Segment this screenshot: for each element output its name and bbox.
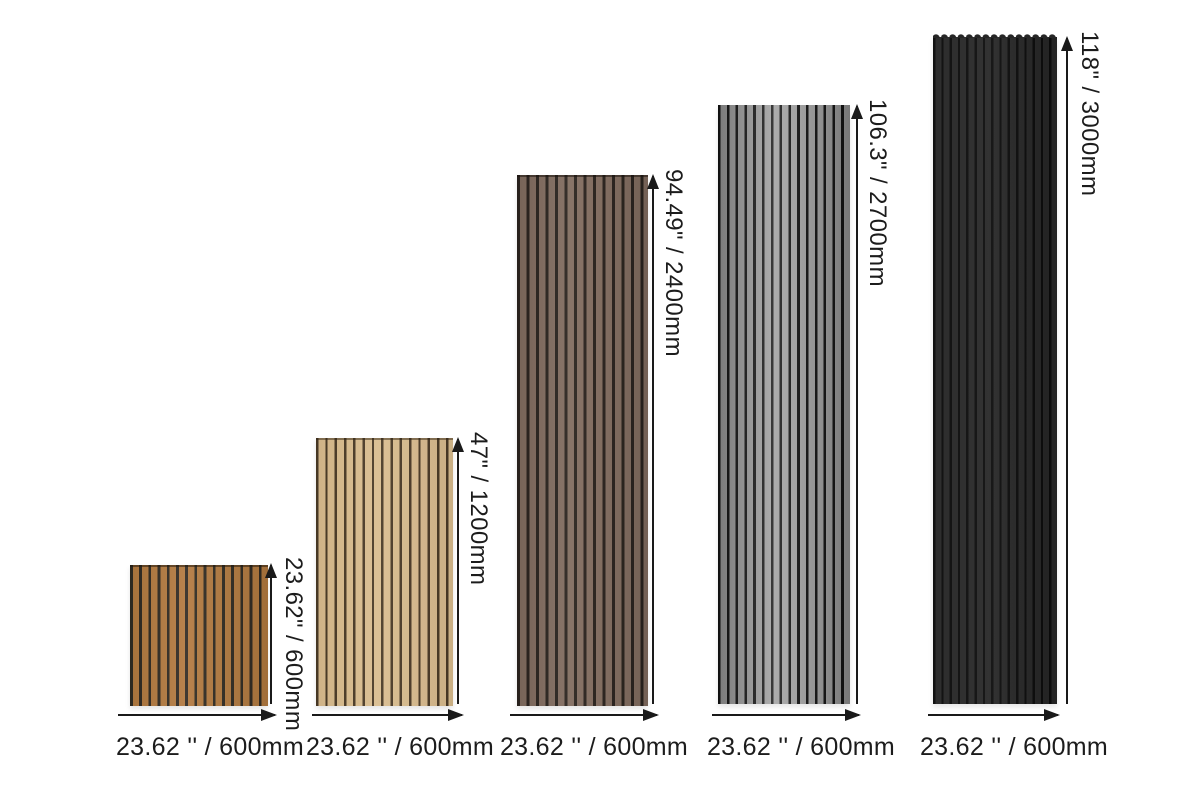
- panel-swatch-light-oak: [316, 438, 453, 706]
- width-label: 23.62 '' / 600mm: [919, 733, 1109, 761]
- height-arrow: [1066, 38, 1068, 704]
- height-arrow: [457, 439, 459, 704]
- panel-swatch-black: [933, 33, 1057, 704]
- height-arrow: [270, 565, 272, 704]
- panel-swatch-grey: [718, 105, 850, 704]
- height-label: 118" / 3000mm: [1076, 31, 1103, 197]
- height-label: 23.62" / 600mm: [280, 557, 307, 732]
- height-label: 47" / 1200mm: [465, 432, 492, 586]
- width-label: 23.62 '' / 600mm: [706, 733, 896, 761]
- height-label: 106.3" / 2700mm: [864, 99, 891, 287]
- width-arrow: [928, 714, 1058, 716]
- height-arrow: [856, 106, 858, 704]
- panel-swatch-teak: [130, 565, 268, 706]
- width-label: 23.62 '' / 600mm: [499, 733, 689, 761]
- width-label: 23.62 '' / 600mm: [115, 733, 305, 761]
- height-label: 94.49" / 2400mm: [660, 169, 687, 357]
- width-arrow: [712, 714, 859, 716]
- height-arrow: [652, 176, 654, 704]
- width-label: 23.62 '' / 600mm: [305, 733, 495, 761]
- panel-swatch-walnut: [517, 175, 648, 706]
- width-arrow: [510, 714, 657, 716]
- width-arrow: [118, 714, 275, 716]
- width-arrow: [312, 714, 462, 716]
